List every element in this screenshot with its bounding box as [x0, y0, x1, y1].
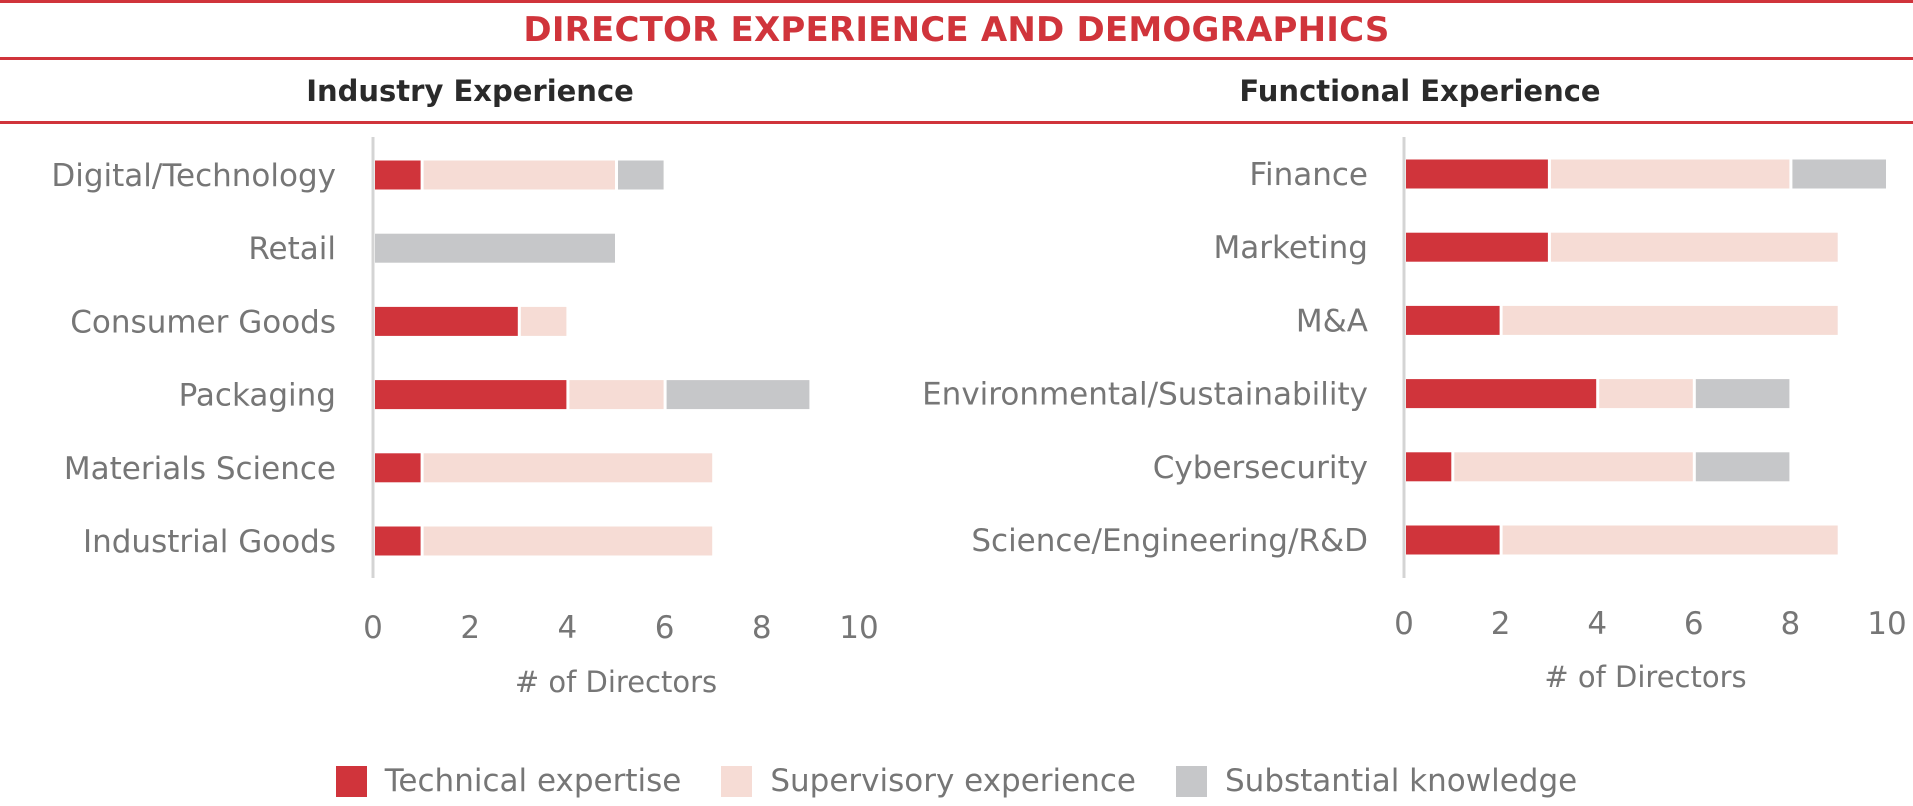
- top-rule: [0, 0, 1913, 3]
- page-title: DIRECTOR EXPERIENCE AND DEMOGRAPHICS: [523, 10, 1390, 50]
- functional-bar-supervisory: [1550, 232, 1838, 262]
- industry-x-tick-label: 10: [839, 610, 878, 646]
- functional-bar-technical: [1406, 525, 1500, 555]
- legend-swatch-supervisory: [721, 765, 753, 797]
- legend-swatch-technical: [335, 765, 367, 797]
- industry-bar-supervisory: [423, 160, 615, 190]
- industry-category-label: Packaging: [179, 378, 336, 414]
- functional-x-tick-label: 6: [1684, 606, 1704, 642]
- functional-bar-technical: [1406, 159, 1548, 189]
- legend-item-substantial: Substantial knowledge: [1176, 763, 1577, 799]
- industry-x-axis-label: # of Directors: [515, 665, 717, 699]
- subtitle-rule: [0, 121, 1913, 124]
- functional-category-label: Environmental/Sustainability: [922, 377, 1368, 413]
- functional-bar-technical: [1406, 305, 1500, 335]
- functional-x-axis-label: # of Directors: [1544, 660, 1746, 694]
- functional-bar-technical: [1406, 379, 1597, 409]
- functional-x-tick-label: 8: [1781, 606, 1801, 642]
- functional-bar-supervisory: [1502, 525, 1838, 555]
- industry-bar-supervisory: [520, 306, 567, 336]
- functional-bar-supervisory: [1502, 305, 1838, 335]
- title-rule: [0, 57, 1913, 60]
- industry-bar-supervisory: [423, 453, 713, 483]
- industry-bar-technical: [375, 380, 567, 410]
- industry-bar-substantial: [666, 380, 810, 410]
- industry-bar-technical: [375, 160, 421, 190]
- industry-bar-substantial: [618, 160, 664, 190]
- legend-label-substantial: Substantial knowledge: [1225, 763, 1578, 799]
- industry-category-label: Digital/Technology: [51, 158, 336, 194]
- industry-x-tick-label: 6: [655, 610, 675, 646]
- industry-bar-technical: [375, 453, 421, 483]
- functional-category-label: M&A: [1296, 303, 1368, 339]
- industry-bar-supervisory: [569, 380, 664, 410]
- functional-bar-substantial: [1695, 379, 1790, 409]
- industry-bar-technical: [375, 526, 421, 556]
- functional-category-label: Cybersecurity: [1153, 450, 1368, 486]
- functional-category-label: Marketing: [1213, 230, 1368, 266]
- industry-bar-substantial: [375, 233, 615, 263]
- legend-label-supervisory: Supervisory experience: [770, 763, 1136, 799]
- functional-bar-supervisory: [1454, 452, 1693, 482]
- functional-category-label: Finance: [1249, 157, 1368, 193]
- functional-x-tick-label: 10: [1867, 606, 1906, 642]
- functional-x-tick-label: 2: [1491, 606, 1511, 642]
- functional-category-label: Science/Engineering/R&D: [971, 523, 1368, 559]
- industry-x-tick-label: 4: [558, 610, 578, 646]
- functional-bar-technical: [1406, 232, 1548, 262]
- industry-category-label: Consumer Goods: [70, 304, 336, 340]
- functional-x-tick-label: 0: [1394, 606, 1414, 642]
- industry-category-label: Retail: [248, 231, 336, 267]
- functional-bar-technical: [1406, 452, 1452, 482]
- legend: Technical expertise Supervisory experien…: [0, 756, 1913, 806]
- functional-bar-supervisory: [1599, 379, 1693, 409]
- legend-swatch-substantial: [1176, 765, 1207, 797]
- functional-bar-substantial: [1695, 452, 1790, 482]
- industry-bar-technical: [375, 306, 518, 336]
- industry-x-tick-label: 2: [460, 610, 480, 646]
- legend-label-technical: Technical expertise: [384, 763, 682, 799]
- legend-item-technical: Technical expertise: [335, 763, 682, 799]
- industry-category-label: Industrial Goods: [83, 524, 336, 560]
- functional-chart-title: Functional Experience: [1239, 74, 1601, 108]
- industry-x-tick-label: 8: [752, 610, 772, 646]
- functional-x-tick-label: 4: [1587, 606, 1607, 642]
- functional-bar-substantial: [1792, 159, 1886, 189]
- industry-chart-title: Industry Experience: [306, 74, 634, 108]
- industry-category-label: Materials Science: [64, 451, 336, 487]
- functional-bar-supervisory: [1550, 159, 1790, 189]
- legend-item-supervisory: Supervisory experience: [721, 763, 1136, 799]
- industry-x-tick-label: 0: [363, 610, 383, 646]
- industry-bar-supervisory: [423, 526, 713, 556]
